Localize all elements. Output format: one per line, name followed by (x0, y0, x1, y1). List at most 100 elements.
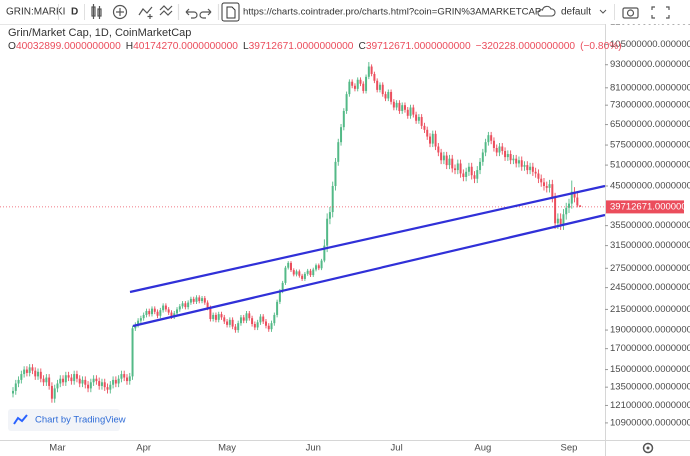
candle-body (381, 84, 384, 95)
templates-icon[interactable] (159, 5, 173, 11)
candle-body (23, 369, 26, 375)
y-tick-label: 105000000.0000000000 (610, 39, 690, 50)
candle-body (565, 207, 568, 215)
candle-body (559, 218, 562, 225)
layout-caret[interactable] (599, 9, 607, 14)
candle-body (504, 150, 507, 158)
indicators-icon[interactable] (138, 6, 153, 16)
x-tick-label: Apr (136, 443, 151, 454)
candle-body (465, 171, 468, 177)
last-price-label: 39712671.0000000000 (610, 201, 690, 212)
candle-body (512, 158, 515, 161)
url-icon (226, 6, 236, 19)
layout-name[interactable]: default (561, 7, 591, 18)
channel-lower (132, 213, 606, 328)
candle-body (390, 91, 393, 102)
candle-body (370, 66, 373, 74)
candle-body (367, 66, 370, 77)
candle-body (523, 165, 526, 167)
settings-icon[interactable] (642, 442, 654, 454)
compare-icon[interactable] (112, 4, 128, 20)
candle-body (198, 297, 201, 302)
candle-body (75, 374, 78, 379)
candle-body (259, 316, 262, 323)
undo-icon[interactable] (185, 8, 198, 19)
candle-body (323, 245, 326, 261)
snapshot-icon[interactable] (622, 7, 639, 19)
candle-body (167, 309, 170, 313)
legend-prefix: H (126, 41, 133, 52)
x-tick-label: Jul (391, 443, 403, 454)
candle-body (139, 318, 142, 321)
candle-body (398, 102, 401, 112)
candle-body (214, 314, 217, 320)
candle-body (462, 173, 465, 177)
y-tick-label: 13500000.0000000000 (610, 382, 690, 393)
candle-body (45, 377, 48, 383)
candle-body (189, 298, 192, 303)
candle-body (245, 313, 248, 321)
badge-text[interactable]: Chart by TradingView (35, 415, 126, 426)
candle-body (120, 374, 123, 379)
legend-change-pct: (−0.80%) (580, 41, 622, 52)
snapshot-icon[interactable] (626, 9, 635, 17)
candle-body (31, 367, 34, 371)
candle-body (420, 117, 423, 126)
candle-body (515, 158, 518, 164)
candle-body (448, 158, 451, 166)
candle-body (62, 378, 65, 383)
candle-body (209, 307, 212, 320)
candle-body (487, 135, 490, 143)
legend-ohlc: O40032899.0000000000 H40174270.0000000000… (8, 41, 622, 52)
x-tick-label: Jun (306, 443, 321, 454)
cloud-icon[interactable] (537, 5, 556, 17)
candle-body (67, 375, 70, 378)
candle-body (429, 136, 431, 144)
candle-body (473, 175, 476, 179)
y-tick-label: 65000000.0000000000 (610, 119, 690, 130)
x-tick-label: Sep (561, 443, 578, 454)
legend-prefix: L (243, 41, 249, 52)
candle-body (184, 303, 187, 308)
snapshot-icon[interactable] (622, 7, 639, 19)
templates-icon[interactable] (159, 10, 173, 16)
candle-body (125, 377, 128, 382)
candle-body (128, 376, 131, 382)
candle-body (403, 105, 406, 110)
candle-body (64, 375, 67, 383)
candle-body (376, 80, 379, 90)
redo-icon[interactable] (199, 8, 212, 19)
candle-body (73, 374, 76, 382)
candle-body (103, 382, 106, 388)
candle-body (156, 311, 159, 316)
price-axis: 120000000.0000000000105000000.0000000000… (605, 17, 690, 428)
candle-body (114, 379, 117, 384)
candle-body (517, 160, 520, 164)
symbol[interactable]: GRIN:MARKI (6, 7, 65, 18)
candle-body (317, 265, 320, 269)
candle-body (217, 314, 220, 320)
badge-logo (13, 414, 28, 425)
candle-body (423, 125, 426, 130)
url[interactable]: https://charts.cointrader.pro/charts.htm… (243, 7, 541, 18)
badge[interactable] (8, 409, 120, 431)
candle-body (356, 79, 359, 89)
interval[interactable]: D (71, 7, 78, 18)
candle-body (309, 270, 312, 276)
candle-body (484, 142, 487, 153)
candle-body (529, 166, 532, 171)
candle-body (270, 323, 273, 330)
candle-body (315, 265, 318, 270)
candle-body (287, 262, 290, 268)
candle-body (242, 317, 245, 321)
candle-body (562, 214, 565, 225)
fullscreen-icon[interactable] (651, 6, 670, 19)
candle-body (195, 297, 198, 302)
candle-body (365, 76, 368, 91)
candle-body (70, 377, 73, 382)
toolbar-icons[interactable] (91, 4, 220, 20)
candle-body (542, 182, 545, 187)
candle-body (359, 79, 362, 84)
y-tick-label: 57500000.0000000000 (610, 140, 690, 151)
time-axis: Mar Apr May Jun Jul Aug Sep (49, 443, 577, 454)
